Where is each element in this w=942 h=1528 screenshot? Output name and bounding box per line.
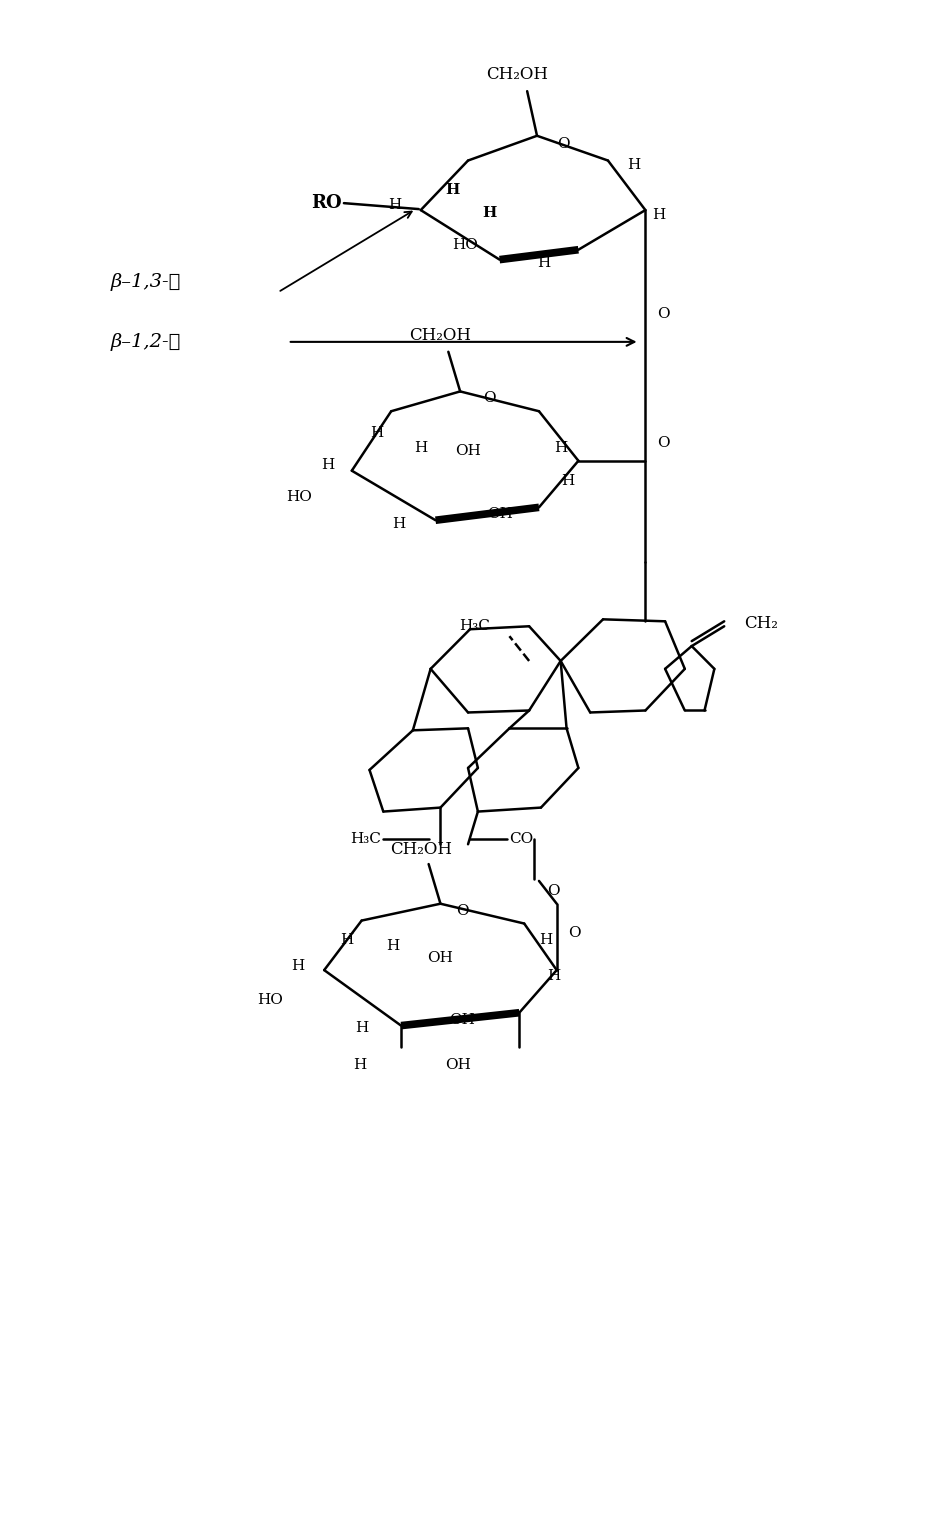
Text: HO: HO [452,238,478,252]
Text: OH: OH [449,1013,475,1027]
Text: H: H [627,159,641,173]
Text: O: O [558,136,570,151]
Text: H: H [482,206,497,220]
Text: HO: HO [286,490,313,504]
Text: H: H [554,442,567,455]
Text: OH: OH [487,507,512,521]
Text: H: H [414,442,428,455]
Text: H: H [291,960,304,973]
Text: H: H [355,1021,368,1034]
Text: H₃C: H₃C [459,619,490,633]
Text: H: H [537,255,550,269]
Text: O: O [658,435,670,449]
Text: HO: HO [257,993,283,1007]
Text: H: H [321,458,334,472]
Text: O: O [658,307,670,321]
Text: β–1,2-键: β–1,2-键 [110,333,181,351]
Text: O: O [483,391,496,405]
Text: H: H [445,183,460,197]
Text: CO: CO [510,833,534,847]
Text: H: H [370,426,383,440]
Text: CH₂OH: CH₂OH [410,327,471,344]
Text: O: O [547,883,560,898]
Text: CH₂OH: CH₂OH [390,840,452,857]
Text: O: O [569,926,581,940]
Text: O: O [456,903,468,918]
Text: RO: RO [311,194,342,212]
Text: OH: OH [455,443,481,458]
Text: CH₂: CH₂ [744,614,778,631]
Text: β–1,3-键: β–1,3-键 [110,274,181,292]
Text: CH₂OH: CH₂OH [486,66,548,83]
Text: H: H [353,1059,366,1073]
Text: H: H [547,969,560,983]
Text: OH: OH [446,1059,471,1073]
Text: H: H [393,516,406,532]
Text: H: H [560,474,574,487]
Text: OH: OH [428,952,453,966]
Text: H: H [386,940,399,953]
Text: H: H [340,934,353,947]
Text: H: H [388,199,401,212]
Text: H₃C: H₃C [350,833,382,847]
Text: H: H [539,934,552,947]
Text: H: H [652,208,666,222]
